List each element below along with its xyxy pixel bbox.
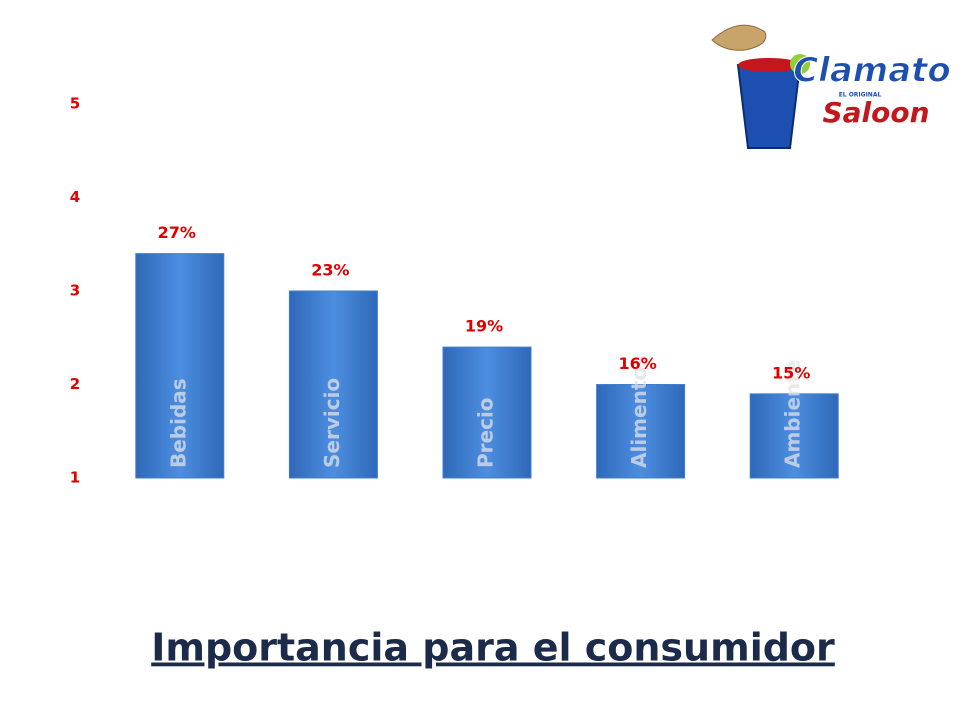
bar	[135, 253, 225, 479]
logo-drink	[738, 58, 800, 72]
data-label: 27%	[158, 223, 196, 242]
logo-lime	[790, 54, 810, 74]
bar	[288, 290, 378, 479]
logo-hat	[711, 24, 767, 51]
logo-name: Saloon	[822, 96, 929, 129]
logo-cup	[736, 64, 802, 149]
data-label: 23%	[311, 261, 349, 280]
y-tick-label: 2	[70, 375, 80, 393]
category-label: Bebidas	[166, 378, 190, 468]
y-tick-label: 4	[70, 188, 80, 206]
category-label: Ambiente	[781, 360, 805, 468]
category-label: Servicio	[320, 378, 344, 468]
logo-tagline: EL ORIGINAL	[839, 92, 882, 99]
category-label: Alimentos	[627, 355, 651, 468]
bar	[596, 384, 686, 479]
data-label: 15%	[772, 363, 810, 382]
data-label: 16%	[618, 354, 656, 373]
data-label: 19%	[465, 317, 503, 336]
chart-title: Importancia para el consumidor	[151, 626, 835, 670]
bar	[749, 393, 839, 479]
y-tick-label: 5	[70, 95, 80, 113]
bar	[442, 346, 532, 479]
y-tick-label: 3	[70, 282, 80, 300]
y-tick-label: 1	[70, 469, 80, 487]
logo: Clamato EL ORIGINAL Saloon	[711, 24, 951, 149]
logo-brand: Clamato	[793, 51, 951, 91]
category-label: Precio	[474, 397, 498, 468]
